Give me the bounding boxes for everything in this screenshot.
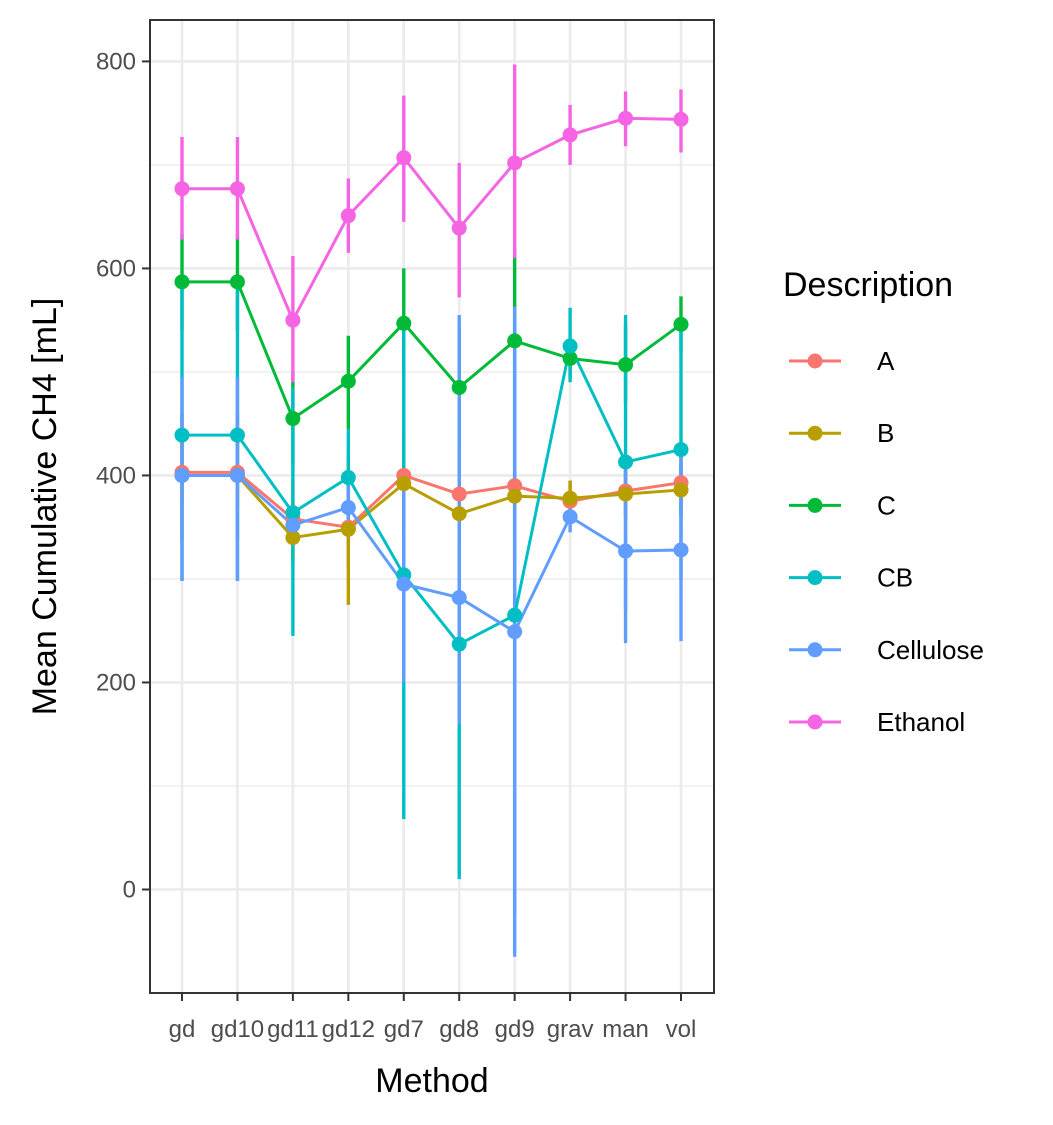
y-tick-label: 800: [96, 48, 136, 75]
data-point-cb: [340, 470, 356, 486]
data-point-b: [340, 521, 356, 537]
data-point-cellulose: [396, 576, 412, 592]
data-point-ethanol: [229, 181, 245, 197]
legend-label-ethanol: Ethanol: [877, 707, 965, 737]
data-point-cellulose: [618, 543, 634, 559]
legend-label-b: B: [877, 418, 894, 448]
legend-label-a: A: [877, 346, 895, 376]
data-point-cb: [507, 607, 523, 623]
data-point-cellulose: [229, 467, 245, 483]
x-tick-label: gd9: [495, 1016, 535, 1043]
y-axis-title: Mean Cumulative CH4 [mL]: [26, 298, 64, 716]
data-point-cb: [562, 338, 578, 354]
series-line-cellulose: [182, 473, 682, 634]
x-axis-title: Method: [375, 1062, 488, 1100]
data-point-ethanol: [673, 111, 689, 127]
data-point-c: [174, 274, 190, 290]
data-point-cellulose: [673, 542, 689, 558]
x-tick-label: gd7: [384, 1016, 424, 1043]
grid-major: [150, 20, 714, 993]
x-tick-label: grav: [547, 1016, 594, 1043]
data-point-b: [673, 482, 689, 498]
data-point-cellulose: [562, 509, 578, 525]
legend-label-c: C: [877, 490, 896, 520]
y-tick-label: 600: [96, 255, 136, 282]
data-point-c: [340, 373, 356, 389]
axis-ticks: [142, 60, 682, 1001]
legend-key-point-ethanol: [807, 714, 823, 730]
data-point-b: [285, 530, 301, 546]
data-point-b: [396, 476, 412, 492]
data-point-cb: [229, 427, 245, 443]
data-point-cb: [451, 636, 467, 652]
x-tick-label: gd8: [439, 1016, 479, 1043]
error-bars: [180, 64, 683, 957]
data-point-ethanol: [507, 155, 523, 171]
data-point-cb: [174, 427, 190, 443]
data-point-cb: [285, 505, 301, 521]
series-line-cb: [182, 344, 682, 646]
legend-key-point-a: [807, 353, 823, 369]
data-point-c: [673, 316, 689, 332]
grid-minor: [150, 164, 714, 787]
data-point-ethanol: [451, 220, 467, 236]
legend-label-cb: CB: [877, 563, 913, 593]
series-points: [174, 110, 689, 652]
x-tick-label: gd: [169, 1016, 196, 1043]
legend-label-cellulose: Cellulose: [877, 635, 984, 665]
data-point-ethanol: [618, 110, 634, 126]
panel-border: [149, 19, 715, 994]
y-tick-label: 400: [96, 462, 136, 489]
legend: Description A B C CB Cellulose Ethanol: [783, 266, 984, 737]
data-point-c: [396, 315, 412, 331]
data-point-cellulose: [340, 500, 356, 516]
data-point-cellulose: [174, 467, 190, 483]
data-point-c: [507, 333, 523, 349]
series-line-b: [182, 473, 682, 540]
data-point-cellulose: [451, 590, 467, 606]
data-point-ethanol: [396, 150, 412, 166]
data-point-c: [451, 379, 467, 395]
data-point-ethanol: [340, 208, 356, 224]
data-point-ethanol: [562, 127, 578, 143]
legend-items: A B C CB Cellulose Ethanol: [789, 346, 984, 737]
data-point-b: [451, 506, 467, 522]
legend-key-point-cb: [807, 570, 823, 586]
data-point-b: [562, 490, 578, 506]
data-point-b: [618, 486, 634, 502]
legend-key-point-c: [807, 497, 823, 513]
data-point-a: [507, 478, 523, 494]
data-point-cb: [618, 454, 634, 470]
x-tick-label: vol: [666, 1016, 697, 1043]
data-point-c: [229, 274, 245, 290]
y-tick-label: 0: [123, 876, 136, 903]
x-tick-label: gd11: [267, 1016, 319, 1043]
data-point-ethanol: [174, 181, 190, 197]
series-line-c: [182, 280, 682, 421]
data-point-ethanol: [285, 312, 301, 328]
data-point-c: [618, 357, 634, 373]
series-line-ethanol: [182, 116, 682, 322]
data-point-b: [507, 488, 523, 504]
data-point-cb: [673, 442, 689, 458]
series-lines: [182, 116, 682, 646]
tick-labels: 0 200 400 600 800 gd gd10 gd11 gd12 gd7 gd8 gd9 grav…: [96, 48, 696, 1043]
legend-key-point-b: [807, 425, 823, 441]
legend-key-point-cellulose: [807, 642, 823, 658]
x-tick-label: gd12: [322, 1016, 375, 1043]
y-tick-label: 200: [96, 669, 136, 696]
data-point-cellulose: [507, 624, 523, 640]
data-point-cellulose: [285, 517, 301, 533]
x-tick-label: gd10: [211, 1016, 264, 1043]
data-point-c: [285, 411, 301, 427]
data-point-c: [562, 350, 578, 366]
x-tick-label: man: [602, 1016, 649, 1043]
legend-title: Description: [783, 266, 953, 304]
data-point-a: [451, 486, 467, 502]
